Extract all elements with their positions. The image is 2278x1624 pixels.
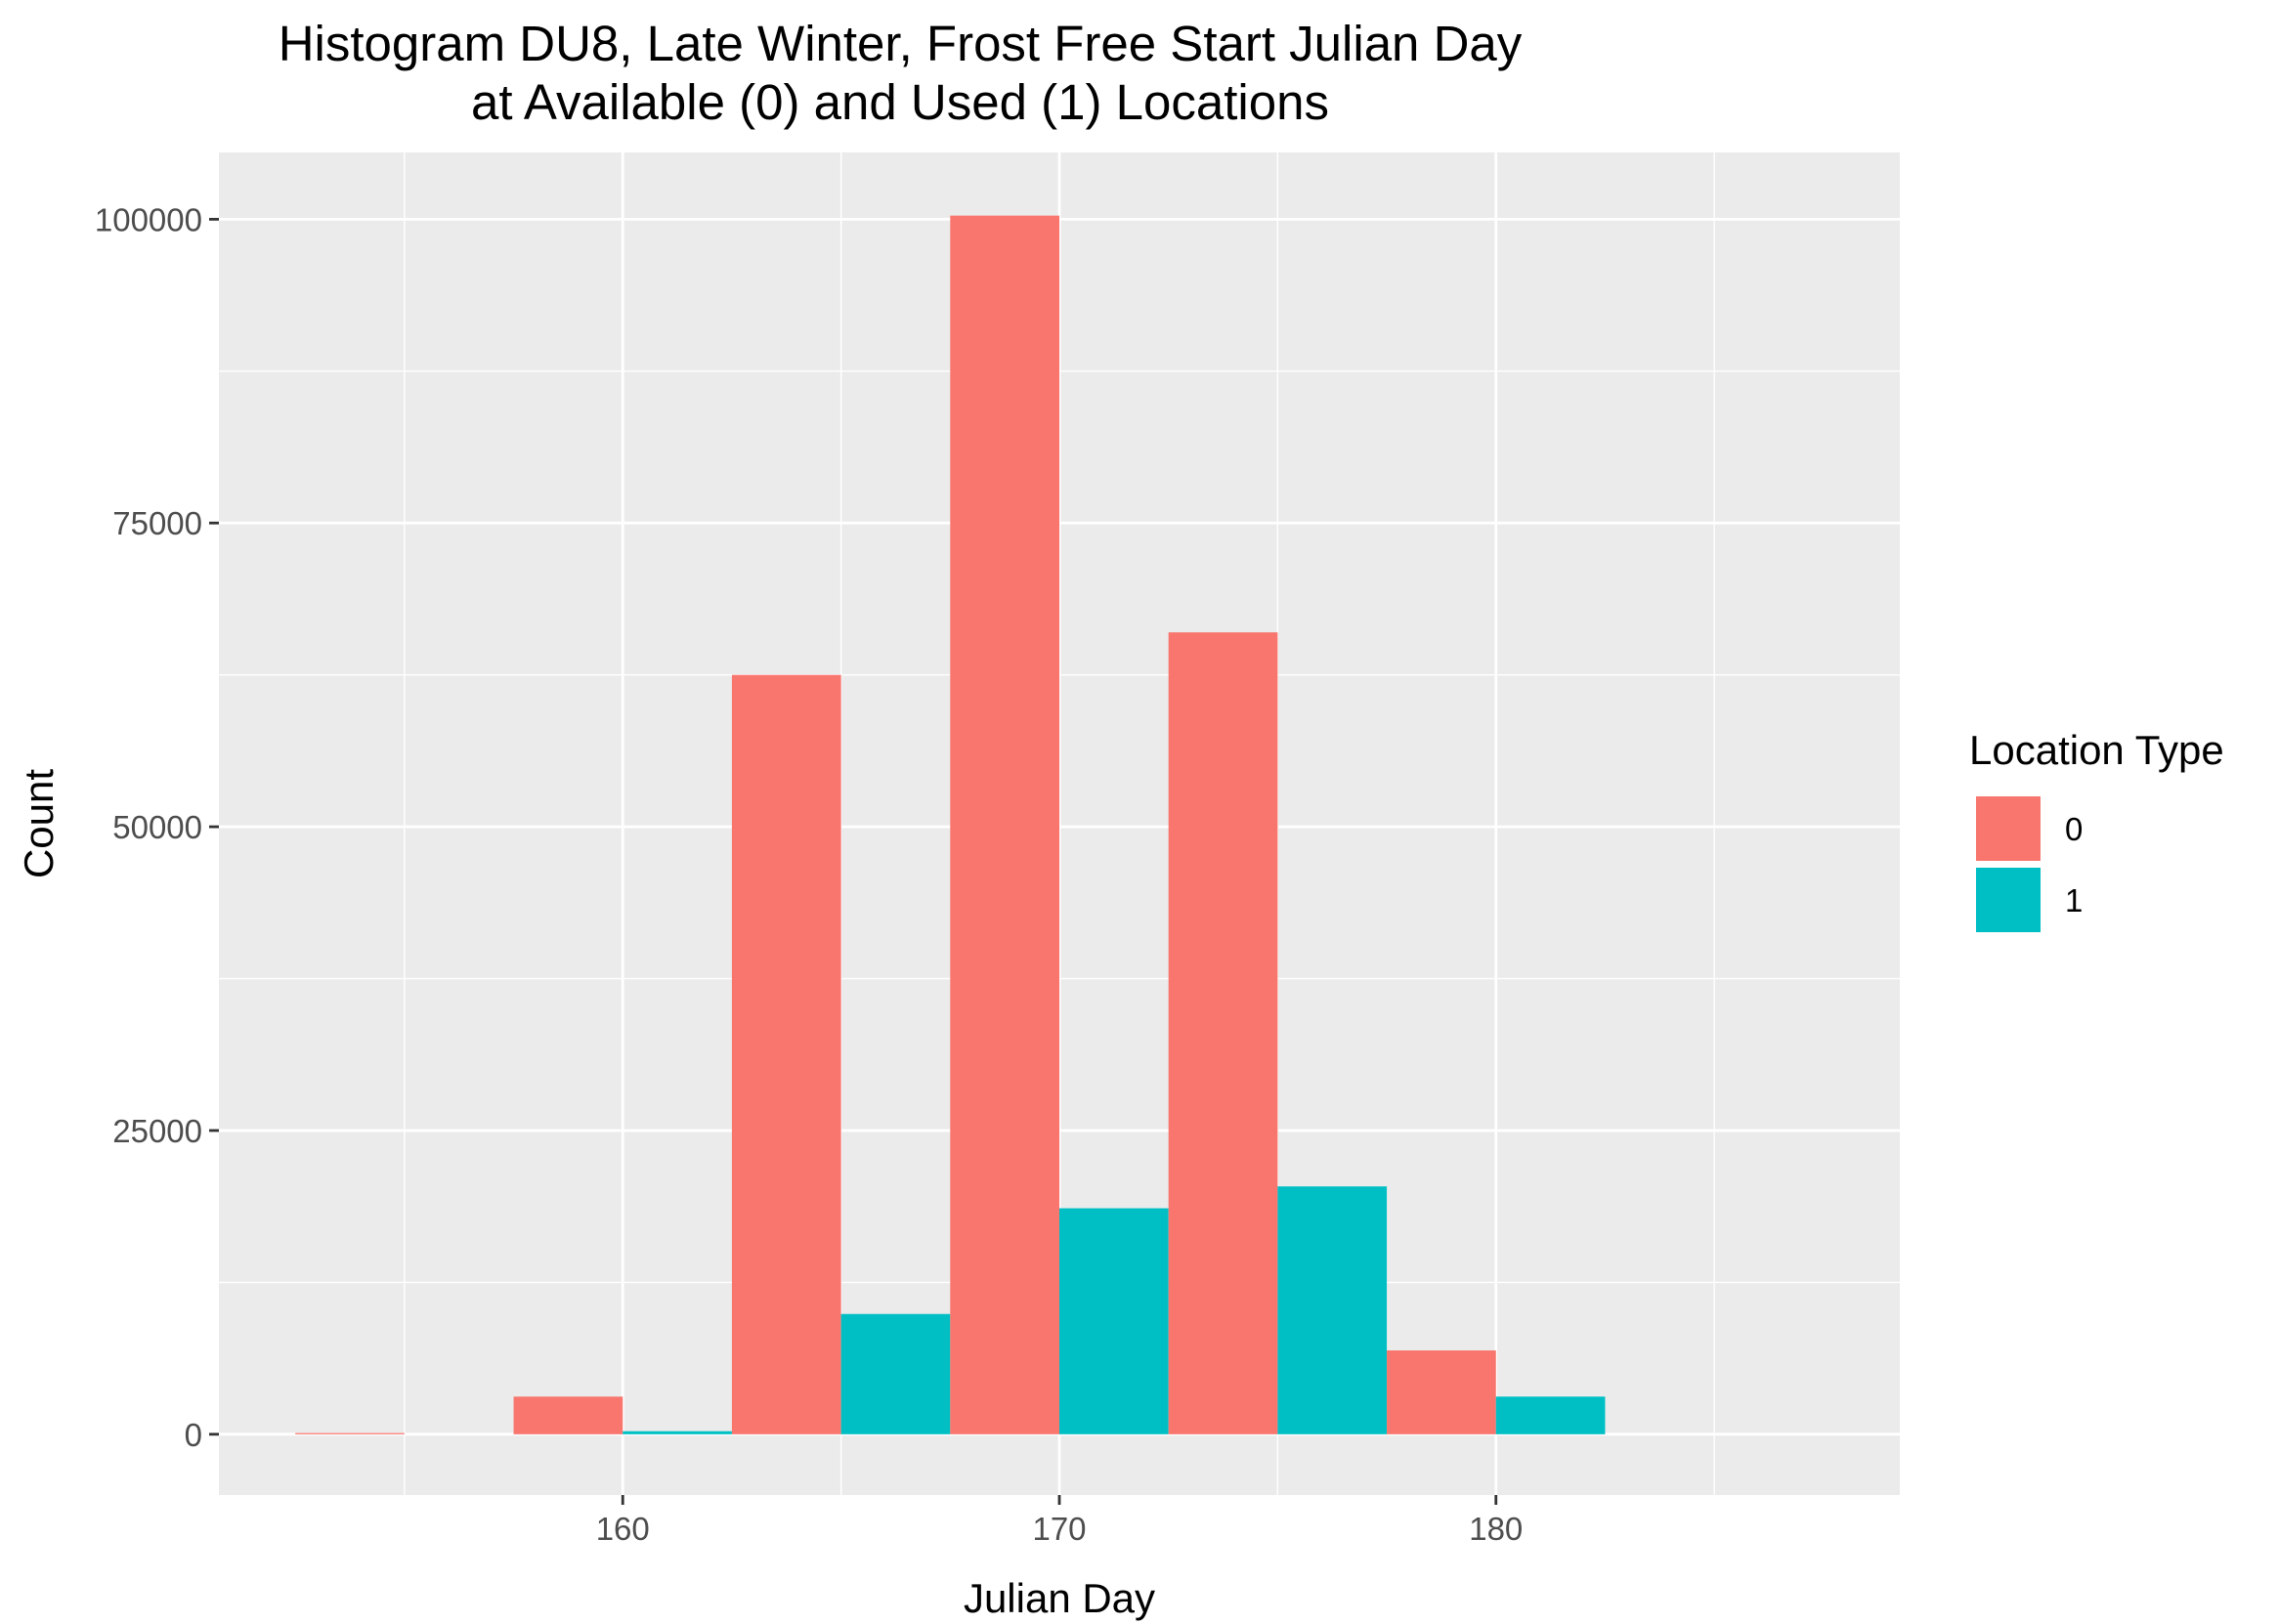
bar-series-0-bin-170 [950, 215, 1059, 1434]
x-axis-ticks: 160 170 180 [596, 1495, 1523, 1547]
bar-series-0-bin-155 [295, 1432, 405, 1434]
bar-series-0-bin-160 [513, 1396, 623, 1434]
y-tick-label: 75000 [112, 505, 202, 541]
y-tick-label: 50000 [112, 809, 202, 845]
x-tick-label: 160 [596, 1511, 650, 1547]
legend-label-1: 1 [2065, 882, 2083, 919]
y-tick-label: 100000 [95, 201, 202, 237]
chart-title-line-1: Histogram DU8, Late Winter, Frost Free S… [279, 16, 1523, 71]
bar-series-0-bin-165 [731, 674, 841, 1434]
bar-series-0-bin-180 [1387, 1350, 1496, 1434]
bars [295, 215, 1606, 1434]
bar-series-1-bin-180 [1495, 1396, 1606, 1434]
chart-title-line-2: at Available (0) and Used (1) Locations [471, 74, 1329, 130]
bar-series-1-bin-165 [840, 1313, 951, 1434]
legend-label-0: 0 [2065, 811, 2083, 847]
y-tick-label: 0 [185, 1417, 202, 1453]
y-axis-ticks: 0 25000 50000 75000 100000 [95, 201, 219, 1453]
bar-series-1-bin-175 [1277, 1186, 1388, 1434]
x-tick-label: 170 [1032, 1511, 1086, 1547]
legend-key-0 [1976, 796, 2041, 861]
y-axis-title: Count [16, 769, 62, 878]
x-tick-label: 180 [1469, 1511, 1523, 1547]
legend: Location Type 0 1 [1969, 727, 2224, 932]
bar-series-1-bin-160 [623, 1431, 732, 1434]
bar-series-1-bin-170 [1059, 1208, 1169, 1434]
x-axis-title: Julian Day [964, 1575, 1155, 1621]
bar-series-0-bin-175 [1168, 632, 1278, 1434]
legend-key-1 [1976, 868, 2041, 932]
legend-title: Location Type [1969, 727, 2224, 773]
y-tick-label: 25000 [112, 1113, 202, 1149]
